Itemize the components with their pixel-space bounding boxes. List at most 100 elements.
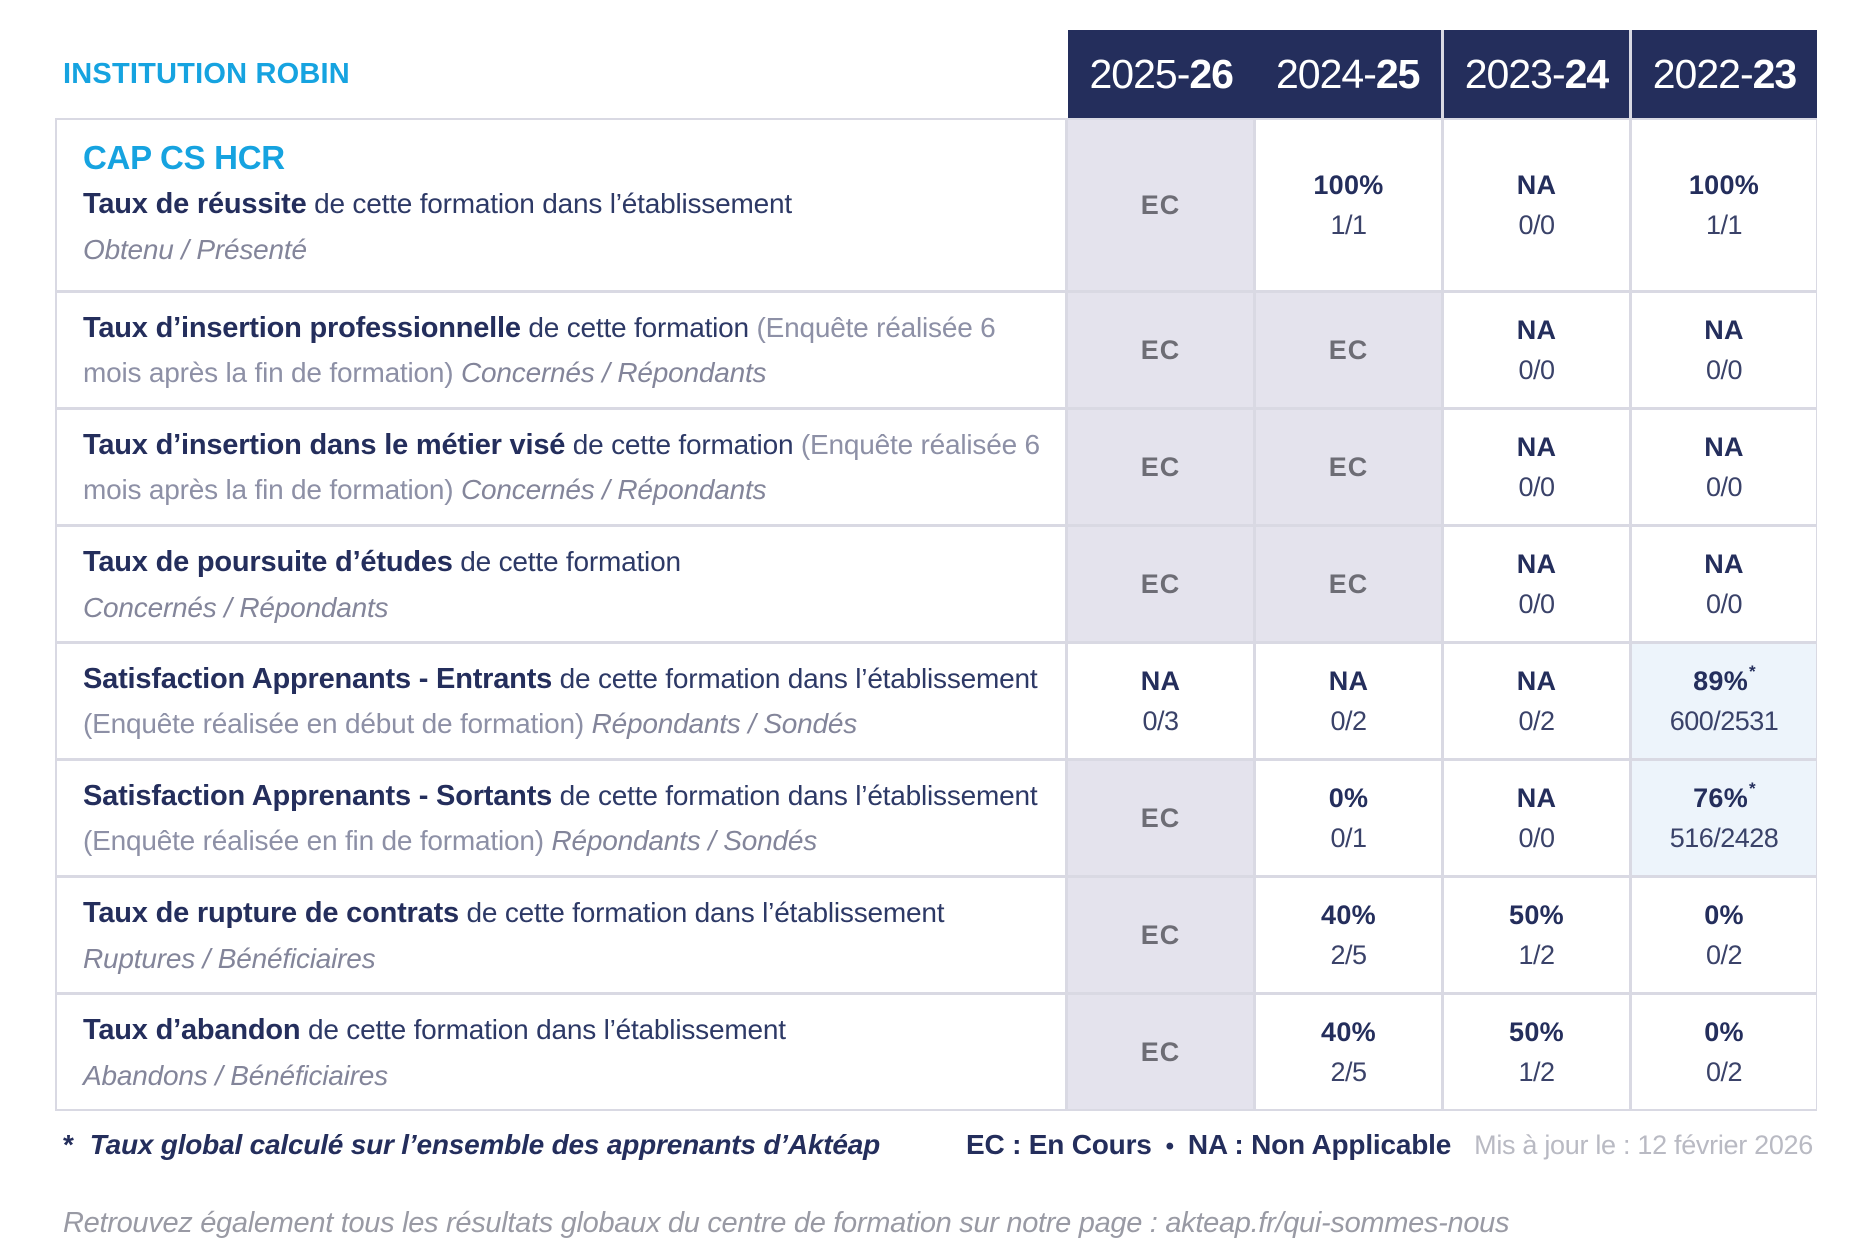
cell-main: NA bbox=[1517, 315, 1557, 346]
year-cell-2023-24: 2023- 24 bbox=[1444, 51, 1629, 98]
cell-main-text: EC bbox=[1140, 919, 1181, 950]
cell-main-text: 50% bbox=[1509, 899, 1564, 930]
year-suffix: 24 bbox=[1564, 50, 1610, 97]
row-sublabel: Obtenu / Présenté bbox=[83, 234, 307, 266]
asterisk: * bbox=[1749, 779, 1756, 798]
row-label-normal: de cette formation dans l’établissement bbox=[300, 1013, 786, 1045]
value-cell: EC bbox=[1068, 878, 1253, 992]
year-cell-2025-26: 2025- 26 bbox=[1068, 30, 1255, 118]
row-label: Taux de poursuite d’études de cette form… bbox=[57, 527, 1065, 641]
cell-main: EC bbox=[1329, 335, 1369, 366]
cell-main-text: NA bbox=[1704, 314, 1744, 345]
value-cell: EC bbox=[1256, 410, 1441, 524]
cell-main-text: EC bbox=[1140, 334, 1181, 365]
value-cell: EC bbox=[1068, 120, 1253, 290]
cell-sub: 0/0 bbox=[1705, 588, 1743, 619]
cell-main-text: 50% bbox=[1509, 1016, 1564, 1047]
cell-main: EC bbox=[1329, 569, 1369, 600]
cell-main-text: EC bbox=[1328, 568, 1369, 599]
cell-main: 40% bbox=[1321, 900, 1376, 931]
cell-main: 89%* bbox=[1693, 662, 1756, 697]
program-title: CAP CS HCR bbox=[83, 139, 285, 177]
value-cell: EC bbox=[1068, 761, 1253, 875]
cell-main: EC bbox=[1329, 452, 1369, 483]
cell-main: NA bbox=[1517, 170, 1557, 201]
header-divider bbox=[1629, 30, 1632, 118]
year-header-block-recent: 2025- 26 2024- 25 bbox=[1068, 30, 1441, 118]
cell-main-text: NA bbox=[1516, 314, 1557, 345]
cell-main: NA bbox=[1704, 432, 1744, 463]
cell-sub: 0/0 bbox=[1705, 471, 1743, 502]
row-label-normal: de cette formation dans l’établissement bbox=[552, 662, 1038, 694]
row-label: CAP CS HCR Taux de réussite de cette form… bbox=[57, 120, 1065, 290]
cell-main-text: EC bbox=[1140, 568, 1181, 599]
cell-main-text: NA bbox=[1516, 665, 1557, 696]
footnote: * Taux global calculé sur l’ensemble des … bbox=[63, 1129, 880, 1161]
row-label-bold: Taux de rupture de contrats bbox=[83, 896, 459, 929]
cell-main-text: NA bbox=[1328, 665, 1369, 696]
cell-sub: 1/2 bbox=[1518, 1056, 1555, 1087]
cell-main-text: NA bbox=[1516, 169, 1557, 200]
row-label-text: Taux d’abandon de cette formation dans l… bbox=[83, 1008, 1049, 1053]
row-label-normal: de cette formation dans l’établissement bbox=[306, 188, 792, 220]
cell-main-text: EC bbox=[1140, 802, 1181, 833]
cell-main: NA bbox=[1517, 432, 1557, 463]
row-label-bold: Taux de réussite bbox=[83, 188, 307, 221]
row-label-normal: de cette formation dans l’établissement bbox=[552, 779, 1038, 811]
cell-main-text: 76% bbox=[1693, 783, 1749, 813]
cell-main-text: 40% bbox=[1321, 1016, 1376, 1047]
table-row: Satisfaction Apprenants - Sortants de ce… bbox=[57, 761, 1816, 875]
cell-main: 50% bbox=[1509, 900, 1564, 931]
legend-na: NA : Non Applicable bbox=[1187, 1129, 1452, 1160]
row-label-text: Taux d’insertion professionnelle de cett… bbox=[83, 306, 1049, 394]
value-cell: EC bbox=[1068, 293, 1253, 407]
table-row: Taux de rupture de contrats de cette for… bbox=[57, 878, 1816, 992]
cell-main-text: NA bbox=[1516, 782, 1557, 813]
value-cell: NA 0/0 bbox=[1444, 293, 1629, 407]
cell-main: EC bbox=[1141, 335, 1181, 366]
value-cell: NA 0/0 bbox=[1444, 410, 1629, 524]
year-prefix: 2022- bbox=[1652, 50, 1754, 97]
cell-main-text: NA bbox=[1704, 548, 1744, 579]
row-label-text: Taux de poursuite d’études de cette form… bbox=[83, 540, 1049, 585]
legend: EC : En Cours • NA : Non Applicable bbox=[966, 1129, 1451, 1161]
cell-sub: 2/5 bbox=[1330, 939, 1367, 970]
cell-main-text: EC bbox=[1328, 334, 1369, 365]
cell-main: 0% bbox=[1704, 900, 1744, 931]
year-cell-2024-25: 2024- 25 bbox=[1255, 30, 1442, 118]
value-cell: EC bbox=[1068, 995, 1253, 1109]
row-label-paren: (Enquête réalisée en fin de formation) bbox=[83, 824, 552, 856]
value-cell: 0% 0/2 bbox=[1632, 878, 1816, 992]
value-cell: NA 0/2 bbox=[1444, 644, 1629, 758]
cell-sub: 0/0 bbox=[1518, 354, 1555, 385]
cell-main: NA bbox=[1704, 549, 1744, 580]
value-cell: 40% 2/5 bbox=[1256, 995, 1441, 1109]
footnote-asterisk: * bbox=[63, 1129, 74, 1160]
row-label: Taux de rupture de contrats de cette for… bbox=[57, 878, 1065, 992]
row-sublabel: Ruptures / Bénéficiaires bbox=[83, 942, 376, 974]
year-header: INSTITUTION ROBIN 2025- 26 2024- 25 2023- 2… bbox=[55, 30, 1817, 118]
footnote-row: * Taux global calculé sur l’ensemble des … bbox=[55, 1129, 1817, 1161]
row-sublabel: Concernés / Répondants bbox=[461, 356, 767, 388]
cell-main-text: EC bbox=[1140, 1036, 1181, 1067]
cell-main: EC bbox=[1141, 452, 1181, 483]
cell-sub: 2/5 bbox=[1330, 1056, 1367, 1087]
row-label-normal: de cette formation bbox=[452, 545, 681, 577]
legend-separator: • bbox=[1165, 1133, 1174, 1160]
cell-main: EC bbox=[1141, 569, 1181, 600]
cell-main: 100% bbox=[1689, 170, 1759, 201]
cell-main: 0% bbox=[1329, 783, 1369, 814]
row-label-normal: de cette formation bbox=[520, 311, 757, 343]
value-cell: 100% 1/1 bbox=[1256, 120, 1441, 290]
cell-main: EC bbox=[1141, 190, 1181, 221]
cell-main-text: NA bbox=[1140, 665, 1181, 696]
row-label-text: Taux d’insertion dans le métier visé de … bbox=[83, 423, 1049, 511]
row-label-bold: Taux de poursuite d’études bbox=[83, 545, 453, 578]
asterisk: * bbox=[1749, 662, 1756, 681]
cell-sub: 0/2 bbox=[1330, 705, 1367, 736]
institution-title: INSTITUTION ROBIN bbox=[63, 57, 350, 90]
value-cell: NA 0/2 bbox=[1256, 644, 1441, 758]
cell-main-text: EC bbox=[1140, 189, 1181, 220]
row-label-text: Taux de réussite de cette formation dans… bbox=[83, 182, 1049, 227]
